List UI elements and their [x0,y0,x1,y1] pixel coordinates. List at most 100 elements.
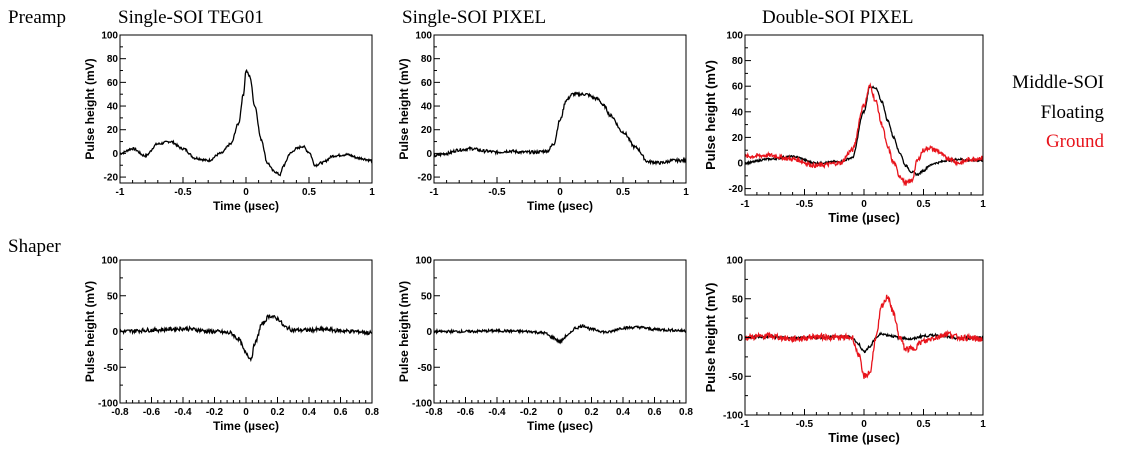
y-tick-label: 60 [732,82,744,93]
x-tick-label: -1 [741,199,750,210]
chart-preamp-double-pixel: -20 0 20 40 60 80 100 -1 -0.5 0 0.5 1 Time (µsec) Pul… [703,31,986,226]
x-tick-label: 0.5 [917,419,931,430]
y-tick-label: -50 [729,372,744,383]
chart-preamp-teg01: -20 0 20 40 60 80 100 -1 -0.5 0 0.5 1 Time (µsec) Pul… [83,31,375,214]
x-tick-label: 0.2 [271,407,285,418]
y-tick-label: 100 [726,256,743,267]
chart-shaper-teg01: -100 -50 0 50 100 -0.8 -0.6 -0.4 -0.2 0 0.2 0.4 0.6 0… [83,256,379,434]
x-axis-label: Time (µsec) [828,210,900,225]
y-tick-label: 0 [426,327,432,338]
x-tick-label: -0.6 [457,407,475,418]
y-tick-label: 20 [732,133,744,144]
x-tick-label: 0.5 [302,187,316,198]
y-axis-label: Pulse height (mV) [83,281,97,382]
y-axis-label: Pulse height (mV) [397,281,411,382]
x-tick-label: -1 [741,419,750,430]
x-tick-label: -0.6 [143,407,161,418]
y-tick-label: 100 [415,31,432,42]
y-tick-label: -20 [104,173,119,184]
x-tick-label: 0 [557,187,563,198]
x-tick-label: -1 [430,187,439,198]
series-line-floating [745,84,983,177]
series-line-trace [434,91,686,166]
y-tick-label: 0 [737,159,743,170]
y-tick-label: 80 [732,56,744,67]
x-tick-label: 0.8 [365,407,379,418]
x-tick-label: -0.8 [111,407,129,418]
y-tick-label: 100 [101,31,118,42]
x-tick-label: 0.5 [616,187,630,198]
y-axis-label: Pulse height (mV) [397,58,411,159]
y-tick-label: 50 [107,291,119,302]
plot-frame [744,34,984,196]
series-line-trace [434,323,686,345]
y-tick-label: 80 [421,54,433,65]
row-label-preamp: Preamp [8,7,67,28]
y-tick-label: 0 [112,149,118,160]
x-tick-label: -0.5 [488,187,506,198]
chart-shaper-single-pixel: -100 -50 0 50 100 -0.8 -0.6 -0.4 -0.2 0 0.2 0.4 0.6 0… [397,256,693,434]
y-axis-label: Pulse height (mV) [83,58,97,159]
y-tick-label: -50 [418,363,433,374]
x-tick-label: -0.5 [174,187,192,198]
x-tick-label: 0 [243,187,249,198]
x-tick-label: -0.8 [425,407,443,418]
y-tick-label: 60 [107,78,119,89]
y-tick-label: 40 [107,102,119,113]
y-tick-label: -20 [418,173,433,184]
x-tick-label: 0.4 [302,407,316,418]
x-axis-label: Time (µsec) [213,199,279,213]
x-tick-label: 0.6 [334,407,348,418]
row-label-shaper: Shaper [8,236,61,257]
x-tick-label: 0 [861,199,867,210]
x-axis-label: Time (µsec) [828,430,900,445]
x-axis-label: Time (µsec) [527,199,593,213]
y-tick-label: 20 [107,125,119,136]
x-tick-label: 0.2 [585,407,599,418]
y-tick-label: 40 [421,102,433,113]
legend-title: Middle-SOI [1012,72,1104,93]
x-tick-label: -0.4 [488,407,506,418]
column-title-teg01: Single-SOI TEG01 [118,7,264,28]
x-tick-label: 0.5 [917,199,931,210]
y-tick-label: -100 [412,399,432,410]
y-tick-label: 50 [732,294,744,305]
x-tick-label: 0 [861,419,867,430]
y-tick-label: 100 [726,31,743,42]
y-tick-label: -50 [104,363,119,374]
x-tick-label: 0 [557,407,563,418]
y-tick-label: -100 [98,399,118,410]
x-axis-label: Time (µsec) [213,419,279,433]
x-axis-label: Time (µsec) [527,419,593,433]
y-tick-label: 40 [732,107,744,118]
y-tick-label: 100 [415,256,432,267]
x-tick-label: 1 [980,419,986,430]
legend-item-ground: Ground [1045,131,1104,152]
y-axis-label: Pulse height (mV) [703,283,718,393]
x-tick-label: 1 [980,199,986,210]
x-tick-label: 1 [369,187,375,198]
y-tick-label: 0 [737,333,743,344]
y-tick-label: 0 [112,327,118,338]
y-tick-label: 100 [101,256,118,267]
x-tick-label: 1 [683,187,689,198]
y-tick-label: -100 [723,411,743,422]
y-tick-label: 80 [107,54,119,65]
x-tick-label: 0.8 [679,407,693,418]
x-tick-label: 0.4 [616,407,630,418]
chart-shaper-double-pixel: -100 -50 0 50 100 -1 -0.5 0 0.5 1 Time (µsec) Pulse… [703,256,986,446]
x-tick-label: -1 [116,187,125,198]
legend-item-floating: Floating [1040,102,1104,123]
y-tick-label: 50 [421,291,433,302]
plot-frame [119,34,373,184]
series-line-trace [120,68,372,177]
x-tick-label: 0.6 [648,407,662,418]
series-line-trace [120,314,372,363]
x-tick-label: -0.4 [174,407,192,418]
chart-preamp-single-pixel: -20 0 20 40 60 80 100 -1 -0.5 0 0.5 1 Time (µsec) Pul… [397,31,689,214]
y-tick-label: 0 [426,149,432,160]
x-tick-label: 0 [243,407,249,418]
y-tick-label: 20 [421,125,433,136]
y-tick-label: 60 [421,78,433,89]
column-title-double-pixel: Double-SOI PIXEL [762,7,914,28]
